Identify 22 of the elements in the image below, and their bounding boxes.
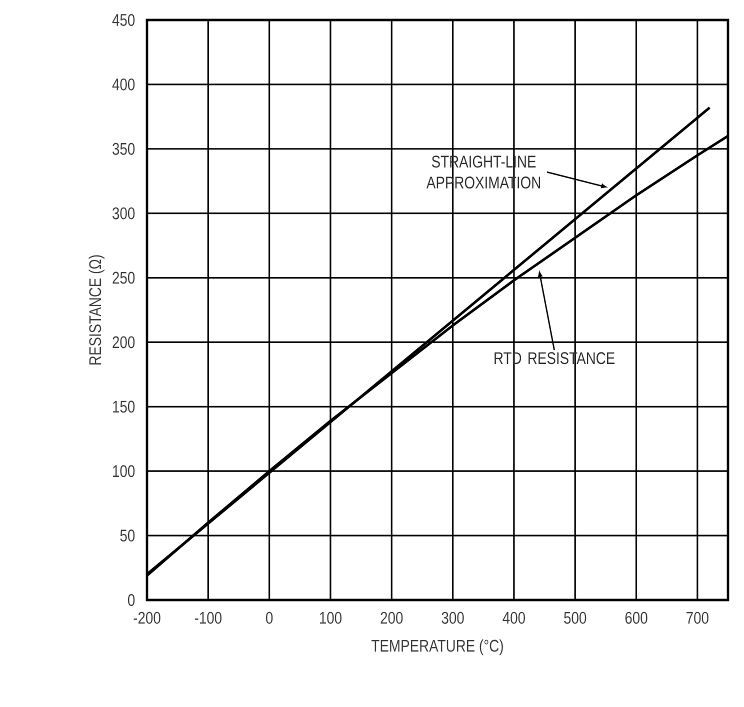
- x-tick-label: 0: [266, 612, 273, 624]
- y-tick-label: 200: [112, 336, 135, 348]
- x-tick-label: -200: [134, 612, 160, 624]
- y-tick-label: 100: [113, 465, 135, 478]
- y-tick-label: 250: [112, 272, 135, 284]
- y-tick-label: 50: [120, 530, 135, 542]
- x-tick-label: 300: [442, 612, 464, 624]
- x-tick-label: -100: [194, 612, 222, 624]
- x-tick-label: 600: [625, 612, 648, 624]
- y-tick-label: 300: [112, 207, 135, 220]
- x-tick-label: 200: [380, 612, 403, 624]
- y-tick-label: 400: [112, 78, 135, 90]
- y-tick-label: 0: [128, 594, 135, 606]
- x-tick-label: 500: [564, 612, 586, 624]
- x-tick-label: 700: [686, 612, 708, 624]
- y-axis-title: RESISTANCE (Ω): [88, 255, 104, 364]
- x-axis-title: TEMPERATURE (°C): [372, 639, 503, 656]
- y-tick-label: 150: [113, 400, 135, 413]
- y-tick-label: 450: [112, 14, 135, 26]
- x-tick-label: 400: [502, 612, 525, 624]
- x-tick-label: 100: [320, 612, 342, 624]
- y-tick-label: 350: [112, 142, 135, 155]
